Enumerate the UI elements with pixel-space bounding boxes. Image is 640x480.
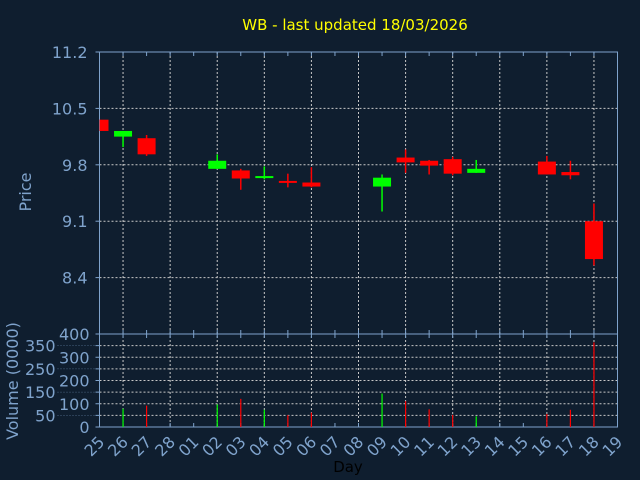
volume-tick-label: 50 bbox=[35, 406, 55, 425]
chart-title: WB - last updated 18/03/2026 bbox=[242, 16, 468, 34]
price-axis-label: Price bbox=[16, 172, 35, 211]
candle-body bbox=[114, 130, 133, 137]
candle-body bbox=[467, 168, 486, 173]
candle-body bbox=[99, 119, 109, 131]
candle-body bbox=[231, 170, 250, 179]
candle-body bbox=[278, 180, 297, 183]
candle-body bbox=[396, 157, 415, 163]
candle-body bbox=[584, 221, 603, 260]
volume-tick-label: 300 bbox=[59, 348, 90, 367]
candle-body bbox=[420, 160, 439, 166]
x-axis-label: Day bbox=[333, 458, 363, 476]
candle-body bbox=[537, 161, 556, 175]
candle-body bbox=[373, 177, 392, 187]
volume-tick-label: 250 bbox=[25, 360, 56, 379]
volume-tick-label: 0 bbox=[79, 418, 89, 437]
volume-tick-label: 100 bbox=[59, 395, 90, 414]
volume-tick-label: 350 bbox=[25, 337, 56, 356]
x-tick-label: 19 bbox=[598, 432, 626, 460]
volume-tick-label: 150 bbox=[25, 383, 56, 402]
price-tick-label: 11.2 bbox=[52, 43, 88, 62]
volume-axis-label: Volume (0000) bbox=[3, 322, 22, 440]
price-tick-label: 10.5 bbox=[52, 99, 88, 118]
price-tick-label: 8.4 bbox=[62, 269, 87, 288]
candle-body bbox=[561, 172, 580, 176]
volume-tick-label: 400 bbox=[59, 325, 90, 344]
candle-body bbox=[208, 160, 227, 169]
candle-body bbox=[137, 138, 156, 155]
candle-body bbox=[255, 176, 274, 179]
candle-body bbox=[302, 182, 321, 187]
price-tick-label: 9.8 bbox=[62, 156, 87, 175]
volume-tick-label: 200 bbox=[59, 372, 90, 391]
candle-body bbox=[443, 159, 462, 174]
price-tick-label: 9.1 bbox=[62, 212, 87, 231]
